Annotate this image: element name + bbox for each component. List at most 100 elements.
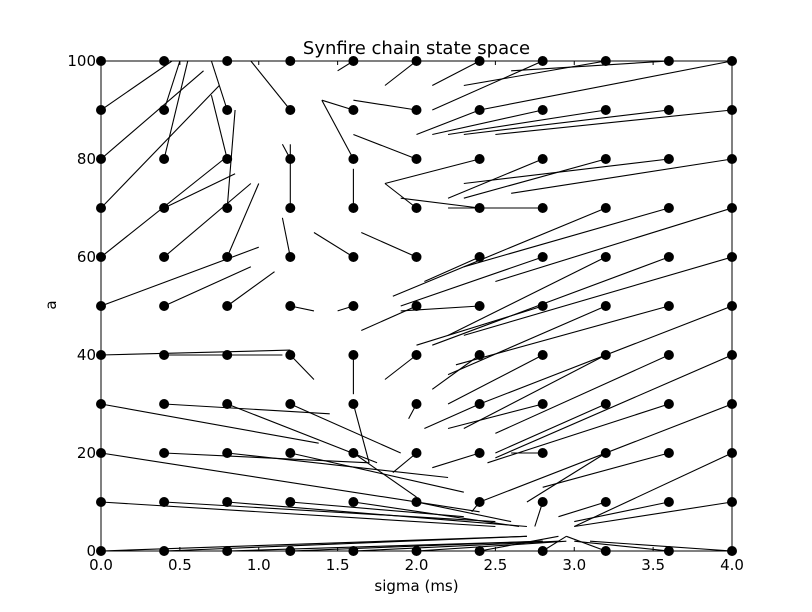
state-point: [348, 203, 359, 213]
state-point: [474, 497, 485, 507]
state-point: [222, 105, 233, 115]
state-point: [222, 301, 233, 311]
state-point: [663, 448, 674, 458]
trajectory-segment: [487, 403, 670, 464]
state-point: [600, 105, 611, 115]
trajectory-segment: [463, 354, 607, 429]
trajectory-segment: [101, 70, 204, 160]
trajectory-segment: [163, 61, 181, 111]
trajectory-segment: [432, 61, 480, 86]
trajectory-segment: [101, 349, 291, 356]
trajectory-segment: [163, 61, 189, 160]
state-point: [159, 203, 170, 213]
trajectory-segment: [250, 61, 291, 111]
state-point: [348, 154, 359, 164]
trajectory-segment: [416, 540, 567, 551]
x-tick-label: 0.0: [89, 556, 113, 574]
y-axis-label: a: [42, 300, 60, 309]
trajectory-segment: [101, 85, 220, 209]
state-point: [159, 497, 170, 507]
state-point: [663, 350, 674, 360]
trajectory-segment: [424, 403, 480, 430]
trajectory-segment: [495, 207, 732, 283]
state-point: [222, 203, 233, 213]
y-tick-label: 0: [86, 542, 96, 560]
state-point: [663, 399, 674, 409]
x-tick-label: 0.5: [168, 556, 192, 574]
x-tick-label: 1.5: [326, 556, 350, 574]
state-point: [600, 350, 611, 360]
trajectory-segment: [290, 452, 464, 493]
state-point: [474, 203, 485, 213]
trajectory-segment: [511, 158, 732, 194]
state-point: [537, 448, 548, 458]
state-point: [348, 350, 359, 360]
trajectory-segment: [384, 61, 417, 86]
state-point: [537, 252, 548, 262]
state-point: [348, 399, 359, 409]
state-point: [159, 252, 170, 262]
state-point: [411, 497, 422, 507]
trajectory-segment: [558, 501, 606, 518]
state-point: [600, 497, 611, 507]
trajectory-segment: [321, 99, 354, 160]
trajectory-segment: [495, 403, 607, 454]
trajectory-segment: [495, 354, 732, 459]
state-point: [537, 399, 548, 409]
trajectory-segment: [281, 217, 291, 258]
trajectory-segment: [361, 231, 417, 258]
trajectory-segment: [526, 452, 607, 503]
state-point: [537, 154, 548, 164]
trajectory-segment: [226, 183, 260, 258]
state-point: [663, 301, 674, 311]
trajectory-segment: [447, 403, 543, 430]
trajectory-segment: [495, 109, 732, 136]
y-tick-label: 100: [67, 52, 96, 70]
state-point: [411, 399, 422, 409]
trajectory-segment: [400, 256, 543, 307]
y-tick-label: 80: [77, 150, 96, 168]
x-tick-label: 1.0: [247, 556, 271, 574]
trajectory-segment: [210, 95, 228, 160]
state-point: [474, 448, 485, 458]
state-point: [411, 252, 422, 262]
x-tick-label: 2.0: [405, 556, 429, 574]
plot-area: [96, 56, 737, 556]
state-point: [285, 350, 296, 360]
state-point: [411, 105, 422, 115]
trajectory-segment: [479, 535, 559, 551]
trajectory-segment: [447, 354, 543, 405]
trajectory-segment: [566, 535, 606, 551]
state-point: [663, 154, 674, 164]
state-point: [159, 399, 170, 409]
x-tick-label: 2.5: [483, 556, 507, 574]
trajectory-segment: [463, 158, 669, 185]
state-point: [663, 497, 674, 507]
trajectory-segment: [353, 133, 417, 160]
trajectory-segment: [353, 99, 417, 111]
trajectory-segment: [101, 61, 173, 111]
trajectory-segment: [101, 246, 259, 307]
trajectory-segment: [164, 501, 496, 523]
state-point: [600, 399, 611, 409]
trajectory-segment: [511, 61, 669, 72]
trajectory-segment: [227, 452, 449, 479]
state-point: [222, 448, 233, 458]
state-point: [474, 399, 485, 409]
trajectory-segment: [289, 354, 315, 380]
trajectory-segment: [353, 452, 417, 498]
trajectory-segment: [210, 61, 228, 111]
state-point: [411, 203, 422, 213]
trajectory-segment: [574, 501, 732, 528]
x-axis-ticks: 0.0 0.5 1.0 1.5 2.0 2.5 3.0 3.5 4.0: [89, 61, 744, 574]
state-point: [537, 301, 548, 311]
y-tick-label: 40: [77, 346, 96, 364]
state-point: [600, 154, 611, 164]
state-point: [285, 154, 296, 164]
trajectory-segment: [226, 271, 275, 307]
trajectory-segment: [463, 207, 670, 268]
trajectory-segment: [101, 403, 319, 444]
trajectory-segment: [164, 403, 330, 415]
state-point: [537, 203, 548, 213]
